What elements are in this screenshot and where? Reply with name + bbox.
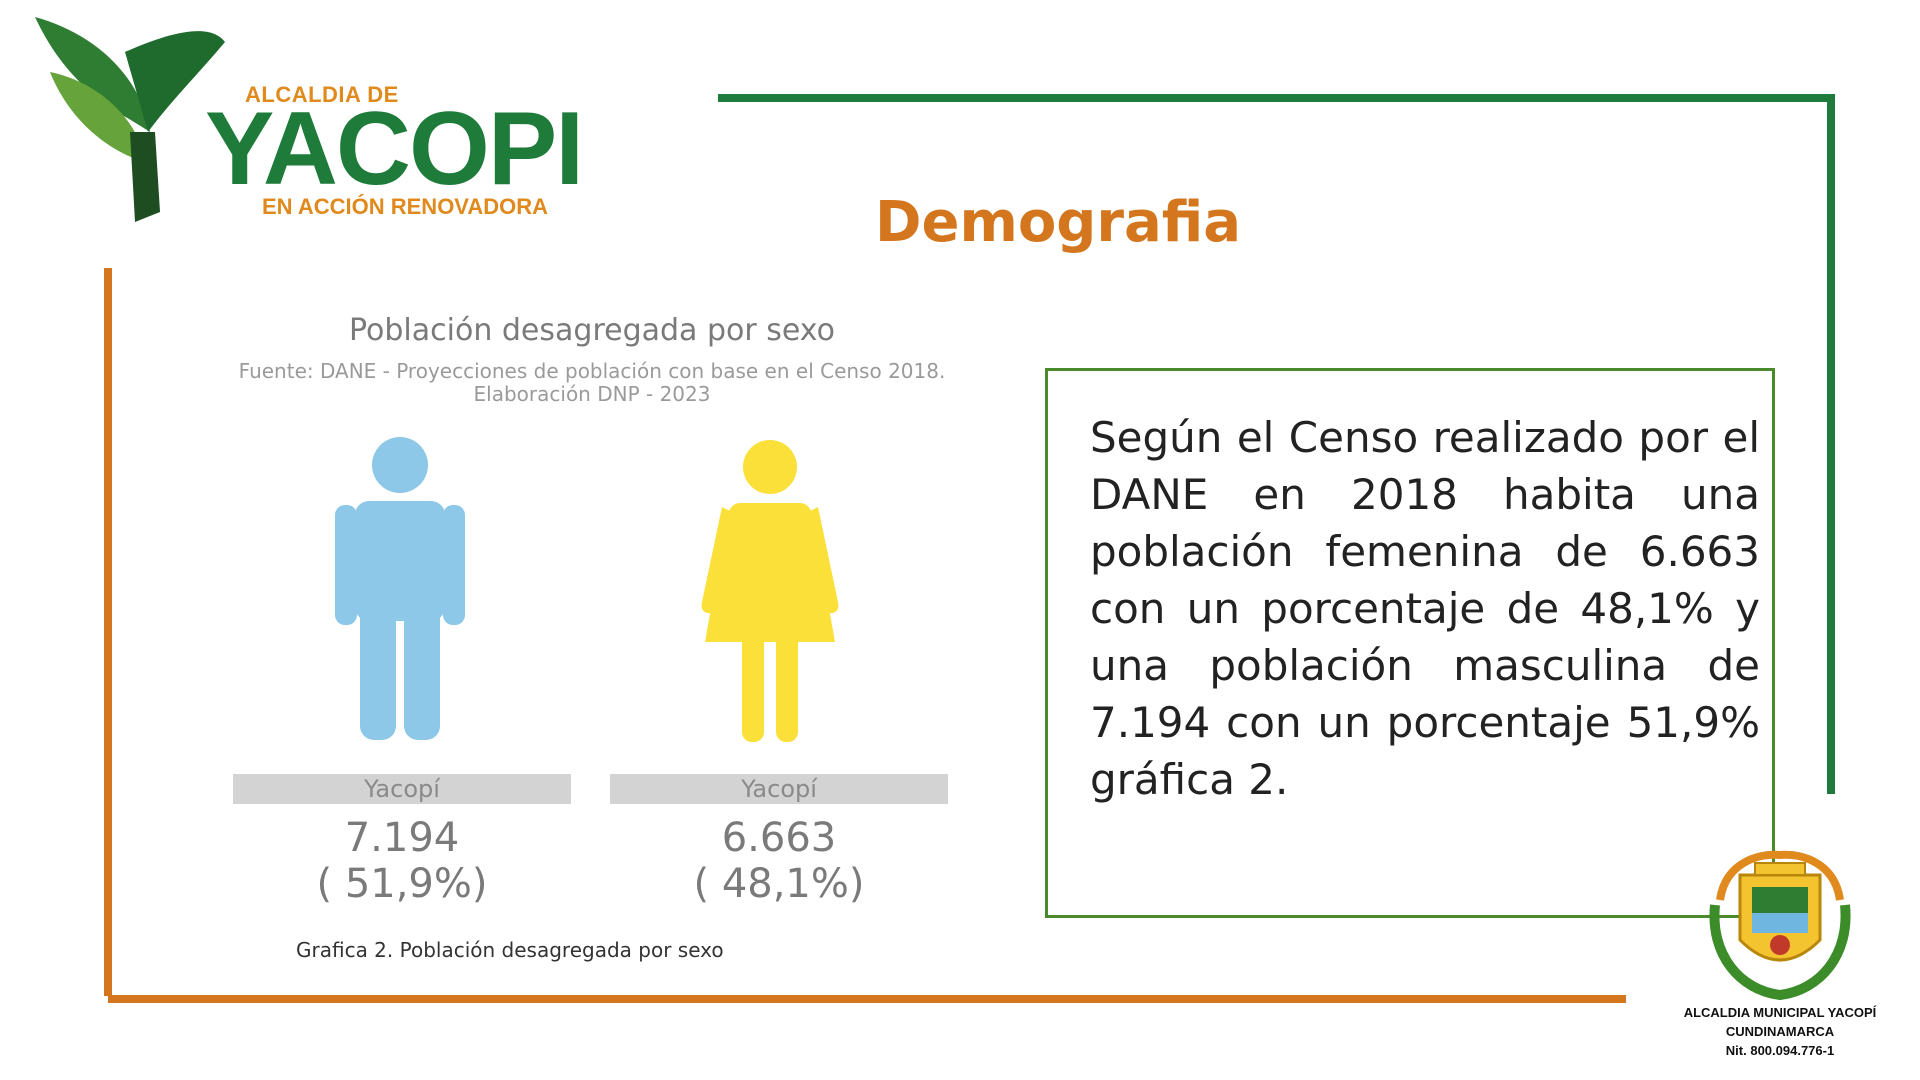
census-text-box: Según el Censo realizado por el DANE en … [1045, 368, 1775, 918]
infographic-title: Población desagregada por sexo [349, 313, 835, 348]
male-population-value: 7.194 [344, 815, 460, 861]
seal-line-1: ALCALDIA MUNICIPAL YACOPÍ [1683, 1005, 1877, 1020]
source-line-1: Fuente: DANE - Proyecciones de población… [238, 359, 946, 383]
female-population-percent: ( 48,1%) [693, 861, 865, 907]
yacopi-logo: ALCALDIA DE YACOPI EN ACCIÓN RENOVADORA [30, 12, 584, 227]
female-figure-icon [701, 440, 839, 742]
male-figure-icon [335, 437, 465, 740]
figure-caption: Grafica 2. Población desagregada por sex… [296, 938, 724, 962]
leaf-icon [35, 17, 225, 222]
page-title: Demografia [875, 190, 1242, 255]
green-frame-right-line [1827, 94, 1835, 794]
female-population-value: 6.663 [721, 815, 837, 861]
municipal-seal-icon [1709, 850, 1851, 1001]
source-line-2: Elaboración DNP - 2023 [473, 382, 711, 406]
orange-frame-left-line [104, 268, 112, 996]
seal-line-2: CUNDINAMARCA [1725, 1024, 1835, 1039]
seal-line-3: Nit. 800.094.776-1 [1725, 1043, 1835, 1058]
male-population-percent: ( 51,9%) [316, 861, 488, 907]
green-frame-top-line [718, 94, 1835, 102]
infographic-source: Fuente: DANE - Proyecciones de población… [232, 360, 952, 406]
female-label-bar: Yacopí [610, 774, 948, 804]
male-label-bar: Yacopí [233, 774, 571, 804]
census-paragraph: Según el Censo realizado por el DANE en … [1090, 413, 1760, 804]
logo-line-yacopi: YACOPI [205, 91, 584, 207]
orange-frame-bottom-line [108, 995, 1626, 1003]
logo-line-slogan: EN ACCIÓN RENOVADORA [262, 194, 549, 219]
logo-line-alcaldia: ALCALDIA DE [245, 82, 399, 107]
